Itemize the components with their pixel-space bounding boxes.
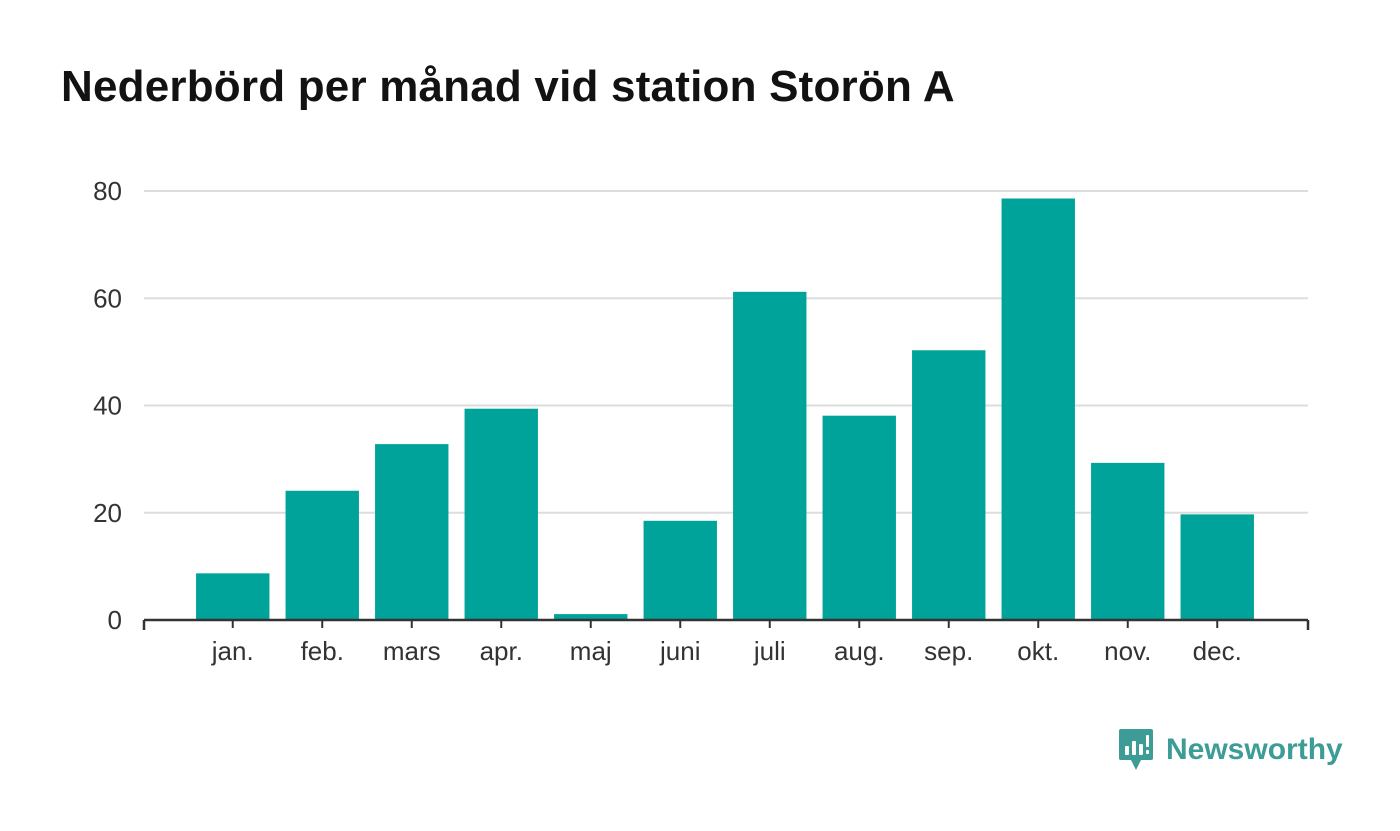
bar-sep	[912, 350, 986, 620]
bar-feb	[285, 490, 359, 620]
y-tick-label: 20	[93, 498, 122, 528]
y-tick-label: 80	[93, 176, 122, 206]
newsworthy-logo-icon	[1119, 729, 1153, 770]
x-tick-label: maj	[570, 636, 612, 666]
bar-maj	[554, 614, 628, 620]
x-axis	[142, 618, 1310, 630]
x-tick-label: nov.	[1104, 636, 1151, 666]
x-tick-label: feb.	[301, 636, 344, 666]
bar-dec	[1180, 514, 1254, 620]
x-tick-label: dec.	[1193, 636, 1242, 666]
bar-juli	[733, 291, 807, 620]
x-tick-label: aug.	[834, 636, 885, 666]
x-tick-label: apr.	[480, 636, 523, 666]
bar-jan	[196, 573, 270, 620]
bar-apr	[464, 408, 538, 620]
y-tick-label: 0	[108, 605, 122, 635]
bars	[196, 198, 1254, 620]
x-axis-labels: jan. feb. mars apr. maj juni juli aug. sep. okt. n…	[211, 636, 1242, 666]
newsworthy-brand: Newsworthy	[1118, 728, 1343, 772]
bar-juni	[643, 520, 717, 620]
x-tick-label: juni	[659, 636, 700, 666]
chart-title: Nederbörd per månad vid station Storön A	[61, 62, 955, 111]
bar-mars	[375, 444, 449, 620]
bar-nov	[1091, 462, 1165, 620]
bar-okt	[1001, 198, 1075, 620]
x-tick-label: okt.	[1017, 636, 1059, 666]
brand-name: Newsworthy	[1166, 733, 1343, 766]
bar-aug	[822, 415, 896, 620]
bar-chart: 0 20 40 60 80 jan. feb. mars apr. maj juni juli aug…	[93, 176, 1310, 666]
x-tick-label: mars	[383, 636, 441, 666]
y-tick-label: 40	[93, 391, 122, 421]
x-tick-label: juli	[753, 636, 786, 666]
y-axis-ticks: 0 20 40 60 80	[93, 176, 122, 635]
y-tick-label: 60	[93, 283, 122, 313]
x-tick-label: jan.	[211, 636, 254, 666]
x-tick-label: sep.	[924, 636, 973, 666]
